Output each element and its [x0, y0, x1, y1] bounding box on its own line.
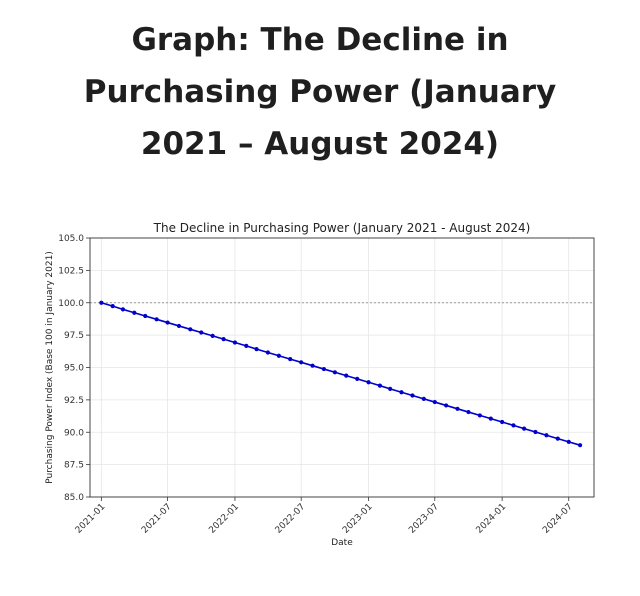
- y-tick-label: 97.5: [64, 331, 84, 341]
- data-point: [466, 409, 471, 415]
- y-tick-label: 85.0: [64, 493, 84, 503]
- page-heading: Graph: The Decline in Purchasing Power (…: [0, 14, 640, 170]
- data-point: [410, 393, 415, 398]
- heading-line-2: Purchasing Power (January: [83, 74, 557, 110]
- data-point: [176, 323, 182, 329]
- data-point: [432, 399, 437, 405]
- data-point: [477, 413, 482, 418]
- data-point: [544, 433, 549, 438]
- heading-line-1: Graph: The Decline in: [131, 22, 509, 58]
- data-point: [555, 436, 560, 441]
- plot-frame: [89, 237, 595, 498]
- tick-labels: 85.0 87.5 90.0 92.5 95.0 97.5 100.0 102.5 105.0 2…: [58, 234, 575, 536]
- x-tick-label: 2022-07: [274, 502, 308, 536]
- data-point: [188, 327, 193, 332]
- x-tick-label: 2022-01: [207, 502, 241, 536]
- data-point: [288, 356, 293, 362]
- y-tick-label: 95.0: [64, 364, 84, 374]
- data-point: [388, 386, 393, 391]
- data-point: [500, 419, 505, 425]
- data-point: [421, 396, 426, 401]
- data-point: [355, 376, 360, 381]
- x-tick-label: 2023-07: [407, 502, 441, 536]
- chart-title: The Decline in Purchasing Power (January…: [153, 221, 531, 235]
- data-point: [143, 313, 148, 319]
- y-axis-label: Purchasing Power Index (Base 100 in Janu…: [45, 251, 55, 484]
- y-tick-label: 100.0: [58, 299, 84, 309]
- data-point: [332, 370, 337, 375]
- data-point: [511, 423, 516, 428]
- x-tick-label: 2024-07: [541, 502, 575, 536]
- data-point: [244, 343, 249, 348]
- x-tick-label: 2023-01: [341, 502, 375, 536]
- y-tick-label: 90.0: [64, 428, 84, 438]
- data-point: [377, 383, 382, 388]
- data-point: [221, 337, 226, 342]
- x-tick-label: 2024-01: [475, 502, 509, 536]
- data-point: [154, 317, 159, 322]
- data-point: [488, 416, 493, 421]
- data-point: [110, 304, 115, 309]
- x-tick-label: 2021-01: [74, 502, 108, 536]
- y-tick-label: 102.5: [58, 266, 84, 276]
- data-point: [344, 373, 349, 378]
- data-point: [455, 406, 460, 411]
- x-axis-label: Date: [331, 538, 353, 548]
- data-point: [366, 380, 371, 385]
- series-line: [101, 301, 581, 446]
- series-purchasing-power: [99, 300, 583, 448]
- y-tick-label: 87.5: [64, 461, 84, 471]
- data-point: [265, 350, 270, 355]
- y-tick-label: 105.0: [58, 234, 84, 244]
- data-point: [310, 363, 315, 368]
- data-point: [232, 340, 238, 345]
- data-point: [199, 330, 204, 335]
- data-point: [577, 443, 583, 448]
- data-point: [444, 403, 449, 408]
- grid-lines: [90, 237, 594, 498]
- data-point: [254, 347, 259, 352]
- data-point: [521, 426, 527, 431]
- axes: [86, 237, 595, 501]
- data-point: [299, 360, 304, 365]
- data-point: [276, 353, 281, 358]
- y-tick-label: 92.5: [64, 396, 84, 406]
- data-point: [99, 300, 104, 305]
- data-point: [120, 307, 126, 312]
- heading-line-3: 2021 – August 2024): [140, 126, 500, 162]
- data-point: [321, 366, 326, 372]
- data-point: [533, 429, 538, 435]
- data-point: [399, 390, 404, 395]
- data-point: [210, 333, 215, 339]
- data-point: [132, 310, 137, 315]
- data-point: [566, 439, 571, 444]
- data-point: [165, 320, 170, 325]
- x-tick-label: 2021-07: [140, 502, 174, 536]
